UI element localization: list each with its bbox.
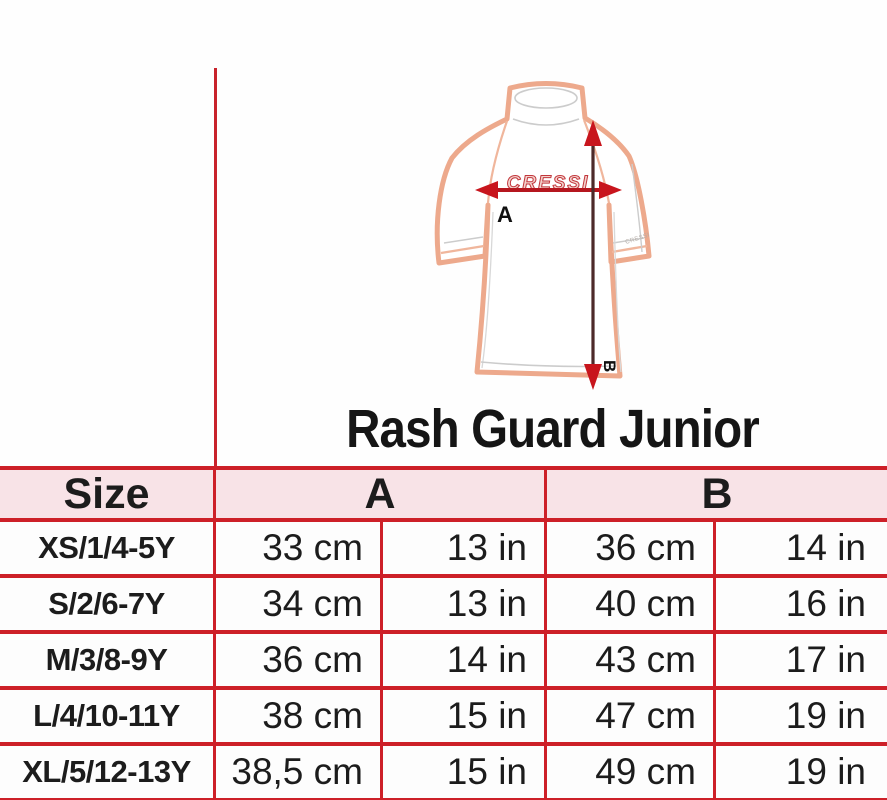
measure-a-label: A (497, 202, 513, 227)
table-row: XL/5/12-13Y 38,5 cm 15 in 49 cm 19 in (0, 746, 887, 800)
neck-opening-seam (514, 87, 578, 109)
measure-b-label: B (600, 360, 619, 372)
a-cm-cell: 36 cm (216, 634, 383, 686)
b-in-cell: 17 in (785, 639, 866, 680)
page-title: Rash Guard Junior (346, 399, 760, 459)
a-cm-cell: 38,5 cm (216, 746, 383, 798)
header-measure-b: B (701, 470, 733, 518)
header-size: Size (0, 470, 216, 518)
a-cm-cell: 38 cm (216, 690, 383, 742)
size-cell: XL/5/12-13Y (0, 746, 216, 798)
a-cm-cell: 33 cm (216, 522, 383, 574)
table-row: S/2/6-7Y 34 cm 13 in 40 cm 16 in (0, 578, 887, 634)
sleeve-hem-left-stitch (443, 236, 484, 244)
b-cm-cell: 49 cm (547, 746, 716, 798)
rash-guard-diagram: CRESSI CRESSI A B (434, 81, 652, 390)
sleeve-hem-right-stitch (612, 237, 645, 244)
b-in-cell: 16 in (785, 583, 866, 624)
table-row: M/3/8-9Y 36 cm 14 in 43 cm 17 in (0, 634, 887, 690)
a-in-cell: 15 in (383, 746, 547, 798)
a-in-cell: 13 in (383, 578, 547, 630)
size-column-guide-line (214, 68, 217, 466)
size-cell: M/3/8-9Y (0, 634, 216, 686)
a-in-cell: 15 in (383, 690, 547, 742)
b-cm-cell: 43 cm (547, 634, 716, 686)
table-row: L/4/10-11Y 38 cm 15 in 47 cm 19 in (0, 690, 887, 746)
sleeve-seam-right (631, 163, 643, 253)
size-cell: S/2/6-7Y (0, 578, 216, 630)
b-in-cell: 14 in (785, 527, 866, 568)
collar-base-seam (512, 118, 580, 126)
table-header-row: Size A B (0, 466, 887, 522)
sleeve-hem-left (440, 244, 485, 255)
body-seam-left (481, 211, 494, 369)
shirt-outline (434, 81, 652, 379)
b-in-cell: 19 in (785, 695, 866, 736)
measure-a-arrow (475, 181, 622, 199)
b-cm-cell: 47 cm (547, 690, 716, 742)
header-measure-a: A (216, 470, 547, 518)
b-in-cell: 19 in (785, 751, 866, 792)
a-cm-cell: 34 cm (216, 578, 383, 630)
size-cell: XS/1/4-5Y (0, 522, 216, 574)
size-table: Size A B XS/1/4-5Y 33 cm 13 in 36 cm 14 … (0, 466, 887, 800)
body-seam-right (613, 211, 622, 373)
table-row: XS/1/4-5Y 33 cm 13 in 36 cm 14 in (0, 522, 887, 578)
b-cm-cell: 36 cm (547, 522, 716, 574)
b-cm-cell: 40 cm (547, 578, 716, 630)
size-cell: L/4/10-11Y (0, 690, 216, 742)
a-in-cell: 14 in (383, 634, 547, 686)
measure-b-arrow (584, 120, 602, 390)
a-in-cell: 13 in (383, 522, 547, 574)
